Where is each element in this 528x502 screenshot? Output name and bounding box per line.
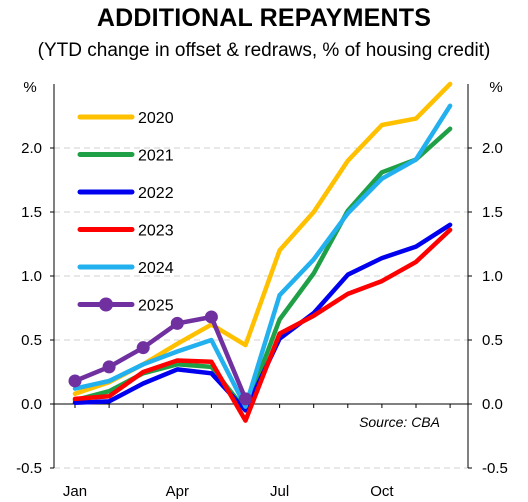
series-line-2024	[72, 103, 453, 409]
legend-marker-2025	[99, 297, 113, 312]
legend-label-2020: 2020	[138, 110, 174, 127]
legend-label-2021: 2021	[138, 148, 174, 165]
source-note: Source: CBA	[359, 414, 440, 430]
y-unit-left: %	[23, 79, 36, 96]
legend-label-2024: 2024	[138, 260, 174, 277]
grid-lines	[54, 147, 468, 469]
y-tick-label-left: -0.5	[16, 460, 42, 477]
series-point-2025	[239, 392, 252, 406]
y-tick-label-left: 2.0	[21, 140, 42, 157]
series-lines	[68, 81, 453, 423]
y-tick-label-left: 0.0	[21, 396, 42, 413]
series-point-2025	[68, 374, 82, 388]
series-point-2025	[204, 310, 218, 324]
y-tick-label-right: 0.0	[482, 396, 503, 413]
chart-title: ADDITIONAL REPAYMENTS	[96, 4, 432, 32]
legend-label-2022: 2022	[138, 185, 174, 202]
axes: -0.5 -0.5 0.0 0.0 0.5 0.5 1.0 1.0 1.5 1.5 2.0 2.0%%…	[16, 79, 508, 500]
series-point-2025	[136, 341, 150, 355]
x-tick-label-oct: Oct	[370, 483, 394, 500]
series-line-2023	[72, 227, 453, 423]
y-tick-label-left: 1.5	[21, 204, 42, 221]
series-point-2025	[102, 360, 116, 374]
y-unit-right: %	[489, 79, 502, 96]
legend-label-2023: 2023	[138, 223, 174, 240]
y-tick-label-left: 0.5	[21, 332, 42, 349]
y-tick-label-right: 0.5	[482, 332, 503, 349]
y-tick-label-right: -0.5	[482, 460, 508, 477]
y-tick-label-left: 1.0	[21, 268, 42, 285]
x-tick-label-jan: Jan	[63, 483, 87, 500]
series-point-2025	[170, 316, 184, 330]
chart-subtitle: (YTD change in offset & redraws, % of ho…	[37, 40, 491, 61]
y-tick-label-right: 1.5	[482, 204, 503, 221]
x-tick-label-jul: Jul	[270, 483, 289, 500]
legend-label-2025: 2025	[138, 298, 174, 315]
x-tick-label-apr: Apr	[166, 483, 189, 500]
y-tick-label-right: 1.0	[482, 268, 503, 285]
legend: 2020 2021 2022 2023 2024 2025	[77, 110, 174, 315]
y-tick-label-right: 2.0	[482, 140, 503, 157]
